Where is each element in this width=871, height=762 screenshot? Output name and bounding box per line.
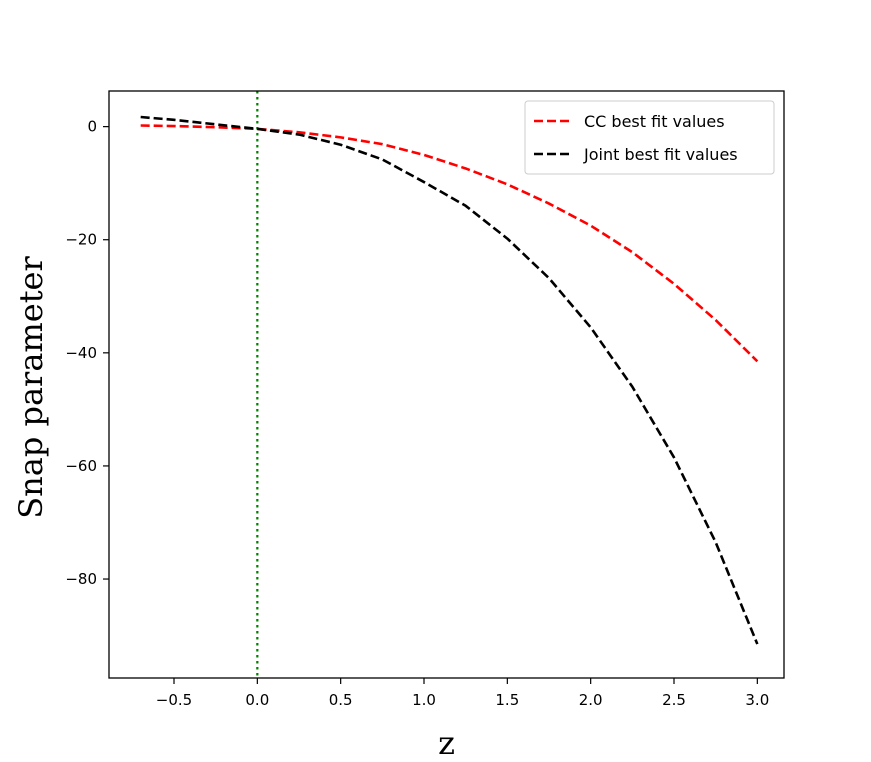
legend-label-2: Joint best fit values bbox=[583, 145, 738, 164]
legend-label-1: CC best fit values bbox=[584, 112, 725, 131]
x-tick-label: 1.0 bbox=[412, 691, 436, 709]
x-tick-label: 0.0 bbox=[245, 691, 269, 709]
y-tick-label: −60 bbox=[65, 457, 97, 475]
y-tick-label: −20 bbox=[65, 231, 97, 249]
series-line-2 bbox=[140, 115, 759, 645]
x-tick-label: 2.5 bbox=[662, 691, 686, 709]
legend-box bbox=[524, 100, 775, 175]
x-axis-title: z bbox=[438, 724, 455, 762]
plot-area bbox=[109, 91, 784, 678]
y-axis-title: Snap parameter bbox=[12, 256, 50, 519]
x-tick-label: 0.5 bbox=[329, 691, 353, 709]
series-line-1 bbox=[140, 124, 759, 363]
y-axis-ticks: 0 −20 −40 −60 −80 bbox=[65, 118, 109, 588]
y-tick-label: −80 bbox=[65, 570, 97, 588]
legend: CC best fit values Joint best fit values bbox=[524, 100, 775, 175]
plot-frame bbox=[108, 90, 785, 679]
series-lines bbox=[140, 115, 759, 645]
x-tick-label: 3.0 bbox=[745, 691, 769, 709]
x-tick-label: 2.0 bbox=[579, 691, 603, 709]
y-tick-label: 0 bbox=[87, 118, 97, 136]
y-tick-label: −40 bbox=[65, 344, 97, 362]
x-axis-ticks: −0.5 0.0 0.5 1.0 1.5 2.0 2.5 3.0 bbox=[156, 678, 769, 709]
x-tick-label: −0.5 bbox=[156, 691, 192, 709]
x-tick-label: 1.5 bbox=[495, 691, 519, 709]
